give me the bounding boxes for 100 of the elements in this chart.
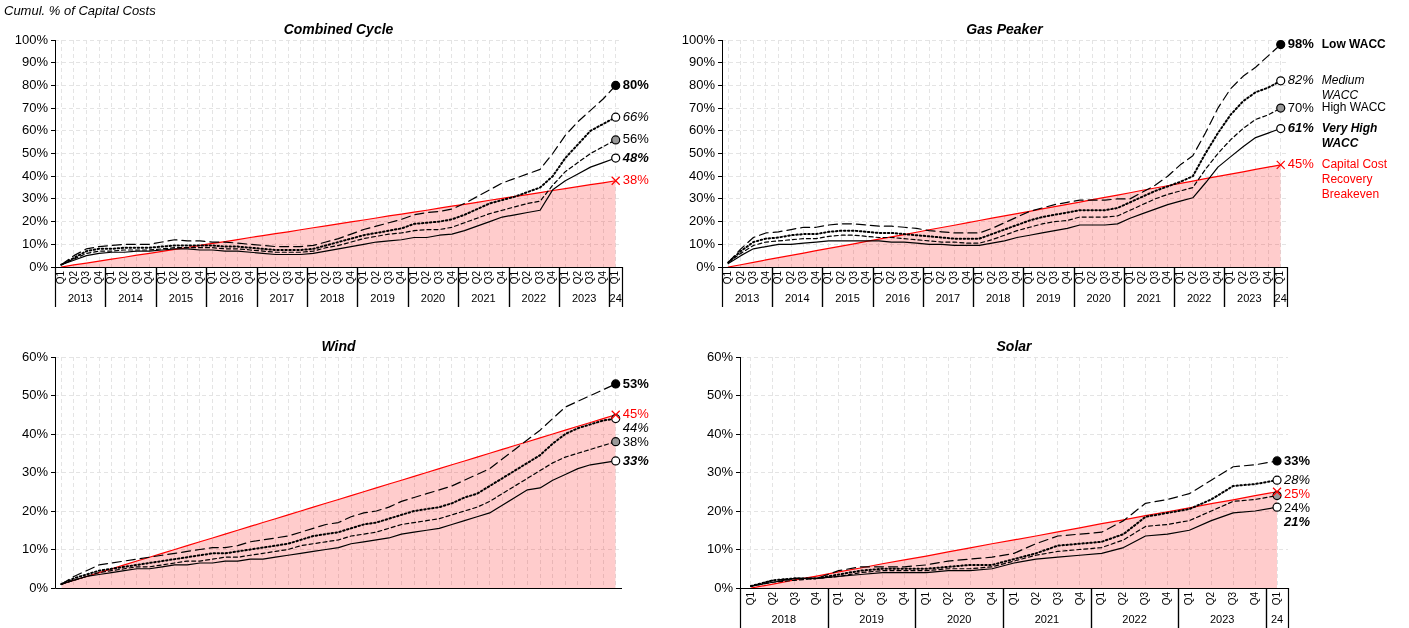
text: 2020 (946, 613, 972, 626)
x-tick-label: Q4 (294, 270, 306, 285)
y-tick-label: 20% (21, 213, 49, 229)
x-tick-label: Q1 (772, 270, 784, 285)
x-tick-label: Q2 (470, 270, 482, 285)
text: 2019 (1036, 292, 1061, 305)
x-tick-label: Q4 (985, 591, 997, 606)
text: 2017 (935, 292, 961, 305)
x-tick-label: Q2 (319, 270, 331, 285)
y-tick-label: 20% (688, 213, 716, 229)
x-tick-label: Q3 (483, 270, 495, 285)
x-tick-label: Q3 (1139, 591, 1151, 606)
y-tick-label: 0% (29, 579, 49, 595)
x-tick-label: Q3 (948, 270, 960, 285)
x-tick-label: Q4 (496, 270, 508, 285)
x-tick-label: Q4 (445, 270, 457, 285)
x-tick-label: Q2 (420, 270, 432, 285)
x-tick-label: Q4 (1073, 591, 1085, 606)
y-tick-label: 20% (21, 502, 49, 518)
x-tick-label: Q3 (584, 270, 596, 285)
text: 2019 (859, 613, 884, 626)
x-tick-label: Q3 (433, 270, 445, 285)
x-tick-label: Q1 (508, 270, 520, 285)
x-tick-label: Q1 (1023, 270, 1035, 285)
x-tick-label: Q3 (998, 270, 1010, 285)
data-label: 45% (1287, 156, 1315, 172)
data-label: 28% (1283, 471, 1311, 487)
x-tick-label: Q2 (67, 270, 79, 285)
text: 2018 (771, 613, 797, 626)
y-tick-label: 30% (21, 190, 49, 206)
y-tick-label: 10% (706, 541, 734, 557)
x-tick-label: Q3 (533, 270, 545, 285)
x-tick-label: Q3 (797, 270, 809, 285)
x-tick-label: Q4 (596, 270, 608, 285)
x-tick-label: Q3 (847, 270, 859, 285)
data-label: 21% (1283, 513, 1311, 529)
text: High WACC (1321, 100, 1387, 115)
text: Medium WACC (1321, 73, 1365, 103)
x-tick-label: Q3 (1249, 270, 1261, 285)
y-tick-label: 0% (29, 258, 49, 274)
y-tick-label: 50% (21, 387, 49, 403)
x-tick-label: Q1 (307, 270, 319, 285)
text: 2013 (67, 292, 93, 305)
x-tick-label: Q3 (332, 270, 344, 285)
text: 24 (1270, 613, 1284, 626)
y-tick-label: 60% (688, 122, 716, 138)
x-tick-label: Q3 (1226, 591, 1238, 606)
text: 2020 (1086, 292, 1111, 305)
x-tick-label: Q2 (885, 270, 897, 285)
text: 2021 (1034, 613, 1060, 626)
data-label: 66% (622, 108, 649, 124)
y-tick-label: 0% (714, 579, 734, 595)
x-tick-label: Q4 (759, 270, 771, 285)
y-axis-title: Cumul. % of Capital Costs (4, 3, 156, 18)
x-tick-label: Q2 (1029, 591, 1041, 606)
text: 2022 (1122, 613, 1147, 626)
x-tick-label: Q2 (168, 270, 180, 285)
y-tick-label: 40% (688, 167, 716, 183)
y-tick-label: 0% (696, 258, 716, 274)
y-tick-label: 40% (706, 425, 734, 441)
data-label: 53% (622, 375, 650, 391)
x-tick-label: Q1 (973, 270, 985, 285)
text: 2015 (168, 292, 194, 305)
x-tick-label: Q4 (1248, 591, 1260, 606)
x-tick-label: Q4 (898, 591, 910, 606)
x-tick-label: Q4 (860, 270, 872, 285)
text: 24 (609, 292, 622, 305)
y-tick-label: 30% (21, 464, 49, 480)
y-tick-label: 100% (14, 31, 49, 47)
y-tick-label: 40% (21, 425, 49, 441)
x-tick-label: Q3 (80, 270, 92, 285)
text: 2016 (219, 292, 244, 305)
x-tick-label: Q4 (1161, 591, 1173, 606)
y-tick-label: 60% (706, 348, 734, 364)
x-tick-label: Q3 (281, 270, 293, 285)
x-tick-label: Q2 (1205, 591, 1217, 606)
data-label: 48% (621, 149, 650, 165)
y-tick-label: 30% (688, 190, 716, 206)
x-tick-label: Q2 (1236, 270, 1248, 285)
x-tick-label: Q4 (810, 591, 822, 606)
text: 2023 (571, 292, 597, 305)
x-tick-label: Q2 (1086, 270, 1098, 285)
data-label: 56% (622, 131, 650, 147)
x-tick-label: Q3 (181, 270, 193, 285)
x-tick-label: Q1 (920, 591, 932, 606)
x-tick-label: Q4 (809, 270, 821, 285)
x-tick-label: Q4 (244, 270, 256, 285)
y-tick-label: 20% (706, 502, 734, 518)
x-tick-label: Q1 (206, 270, 218, 285)
x-tick-label: Q2 (218, 270, 230, 285)
x-tick-label: Q1 (1270, 591, 1282, 606)
y-tick-label: 60% (21, 348, 49, 364)
x-tick-label: Q4 (1061, 270, 1073, 285)
x-tick-label: Q1 (1224, 270, 1236, 285)
x-tick-label: Q2 (118, 270, 130, 285)
x-tick-label: Q1 (559, 270, 571, 285)
text: 2018 (985, 292, 1011, 305)
x-tick-label: Q3 (382, 270, 394, 285)
data-label: 61% (1287, 120, 1315, 136)
x-tick-label: Q3 (1148, 270, 1160, 285)
